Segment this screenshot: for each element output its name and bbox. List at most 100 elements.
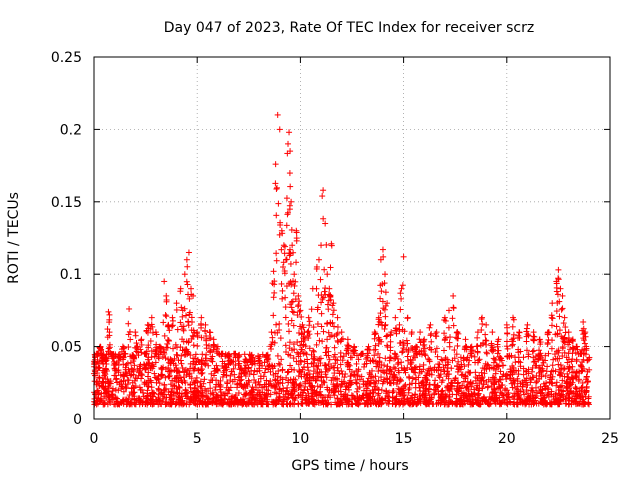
roti-point bbox=[504, 345, 511, 352]
roti-point bbox=[450, 304, 457, 311]
roti-point bbox=[548, 388, 555, 395]
roti-point bbox=[177, 319, 184, 326]
roti-point bbox=[140, 361, 147, 368]
roti-point bbox=[321, 288, 328, 295]
roti-peak-point bbox=[462, 336, 469, 343]
roti-point bbox=[516, 329, 523, 336]
roti-point bbox=[556, 313, 563, 320]
roti-point bbox=[171, 382, 178, 389]
roti-point bbox=[190, 342, 197, 349]
roti-point bbox=[330, 323, 337, 330]
roti-point bbox=[521, 391, 528, 398]
roti-point bbox=[321, 266, 328, 273]
roti-point bbox=[318, 310, 325, 317]
roti-point bbox=[387, 332, 394, 339]
roti-point bbox=[272, 180, 279, 187]
roti-point bbox=[580, 365, 587, 372]
roti-point bbox=[287, 183, 294, 190]
roti-point bbox=[279, 295, 286, 302]
roti-point bbox=[353, 360, 360, 367]
roti-point bbox=[207, 385, 214, 392]
x-tick-label: 0 bbox=[90, 431, 99, 447]
roti-point bbox=[322, 349, 329, 356]
roti-peak-point bbox=[268, 329, 275, 336]
roti-point bbox=[426, 324, 433, 331]
roti-point bbox=[482, 331, 489, 338]
roti-point bbox=[306, 318, 313, 325]
roti-peak-point bbox=[324, 271, 331, 278]
roti-point bbox=[160, 395, 167, 402]
roti-point bbox=[286, 170, 293, 177]
roti-point bbox=[474, 343, 481, 350]
roti-peak-point bbox=[344, 336, 351, 343]
roti-point bbox=[314, 366, 321, 373]
roti-point bbox=[283, 195, 290, 202]
roti-point bbox=[166, 327, 173, 334]
roti-point bbox=[291, 282, 298, 289]
x-tick-label: 20 bbox=[498, 431, 516, 447]
roti-peak-point bbox=[524, 321, 531, 328]
roti-point bbox=[226, 387, 233, 394]
roti-point bbox=[278, 280, 285, 287]
roti-point bbox=[446, 387, 453, 394]
roti-point bbox=[404, 340, 411, 347]
y-axis-label: ROTI / TECUs bbox=[6, 192, 22, 284]
roti-point bbox=[178, 360, 185, 367]
roti-point bbox=[286, 202, 293, 209]
roti-point bbox=[324, 320, 331, 327]
roti-peak-point bbox=[198, 314, 205, 321]
roti-point bbox=[284, 395, 291, 402]
roti-point bbox=[553, 379, 560, 386]
roti-point bbox=[529, 384, 536, 391]
roti-point bbox=[164, 344, 171, 351]
roti-point bbox=[274, 352, 281, 359]
roti-point bbox=[303, 351, 310, 358]
roti-point bbox=[474, 348, 481, 355]
roti-point bbox=[279, 287, 286, 294]
roti-point bbox=[319, 295, 326, 302]
roti-point bbox=[395, 359, 402, 366]
roti-peak-point bbox=[392, 314, 399, 321]
roti-point bbox=[348, 368, 355, 375]
roti-point bbox=[453, 329, 460, 336]
roti-point bbox=[387, 347, 394, 354]
roti-point bbox=[293, 235, 300, 242]
roti-point bbox=[265, 387, 272, 394]
roti-point bbox=[120, 361, 127, 368]
roti-point bbox=[562, 324, 569, 331]
roti-point bbox=[287, 352, 294, 359]
roti-point bbox=[381, 322, 388, 329]
roti-point bbox=[162, 374, 169, 381]
roti-point bbox=[353, 388, 360, 395]
roti-point bbox=[295, 401, 302, 408]
roti-point bbox=[316, 337, 323, 344]
roti-point bbox=[273, 390, 280, 397]
roti-point bbox=[283, 256, 290, 263]
roti-peak-point bbox=[272, 161, 279, 168]
roti-point bbox=[427, 332, 434, 339]
roti-point bbox=[495, 347, 502, 354]
roti-point bbox=[125, 320, 132, 327]
roti-peak-point bbox=[202, 321, 209, 328]
roti-point bbox=[403, 337, 410, 344]
roti-point bbox=[162, 311, 169, 318]
roti-point bbox=[314, 383, 321, 390]
x-tick-label: 15 bbox=[395, 431, 413, 447]
roti-point bbox=[275, 200, 282, 207]
roti-point bbox=[529, 364, 536, 371]
roti-point bbox=[314, 330, 321, 337]
roti-point bbox=[350, 392, 357, 399]
roti-point bbox=[96, 382, 103, 389]
roti-point bbox=[124, 377, 131, 384]
roti-peak-point bbox=[557, 285, 564, 292]
roti-point bbox=[282, 243, 289, 250]
roti-point bbox=[355, 356, 362, 363]
roti-point bbox=[411, 369, 418, 376]
roti-point bbox=[161, 332, 168, 339]
roti-point bbox=[514, 375, 521, 382]
roti-point bbox=[322, 285, 329, 292]
roti-peak-point bbox=[161, 278, 168, 285]
roti-peak-point bbox=[105, 308, 112, 315]
roti-point bbox=[386, 354, 393, 361]
roti-point bbox=[378, 387, 385, 394]
